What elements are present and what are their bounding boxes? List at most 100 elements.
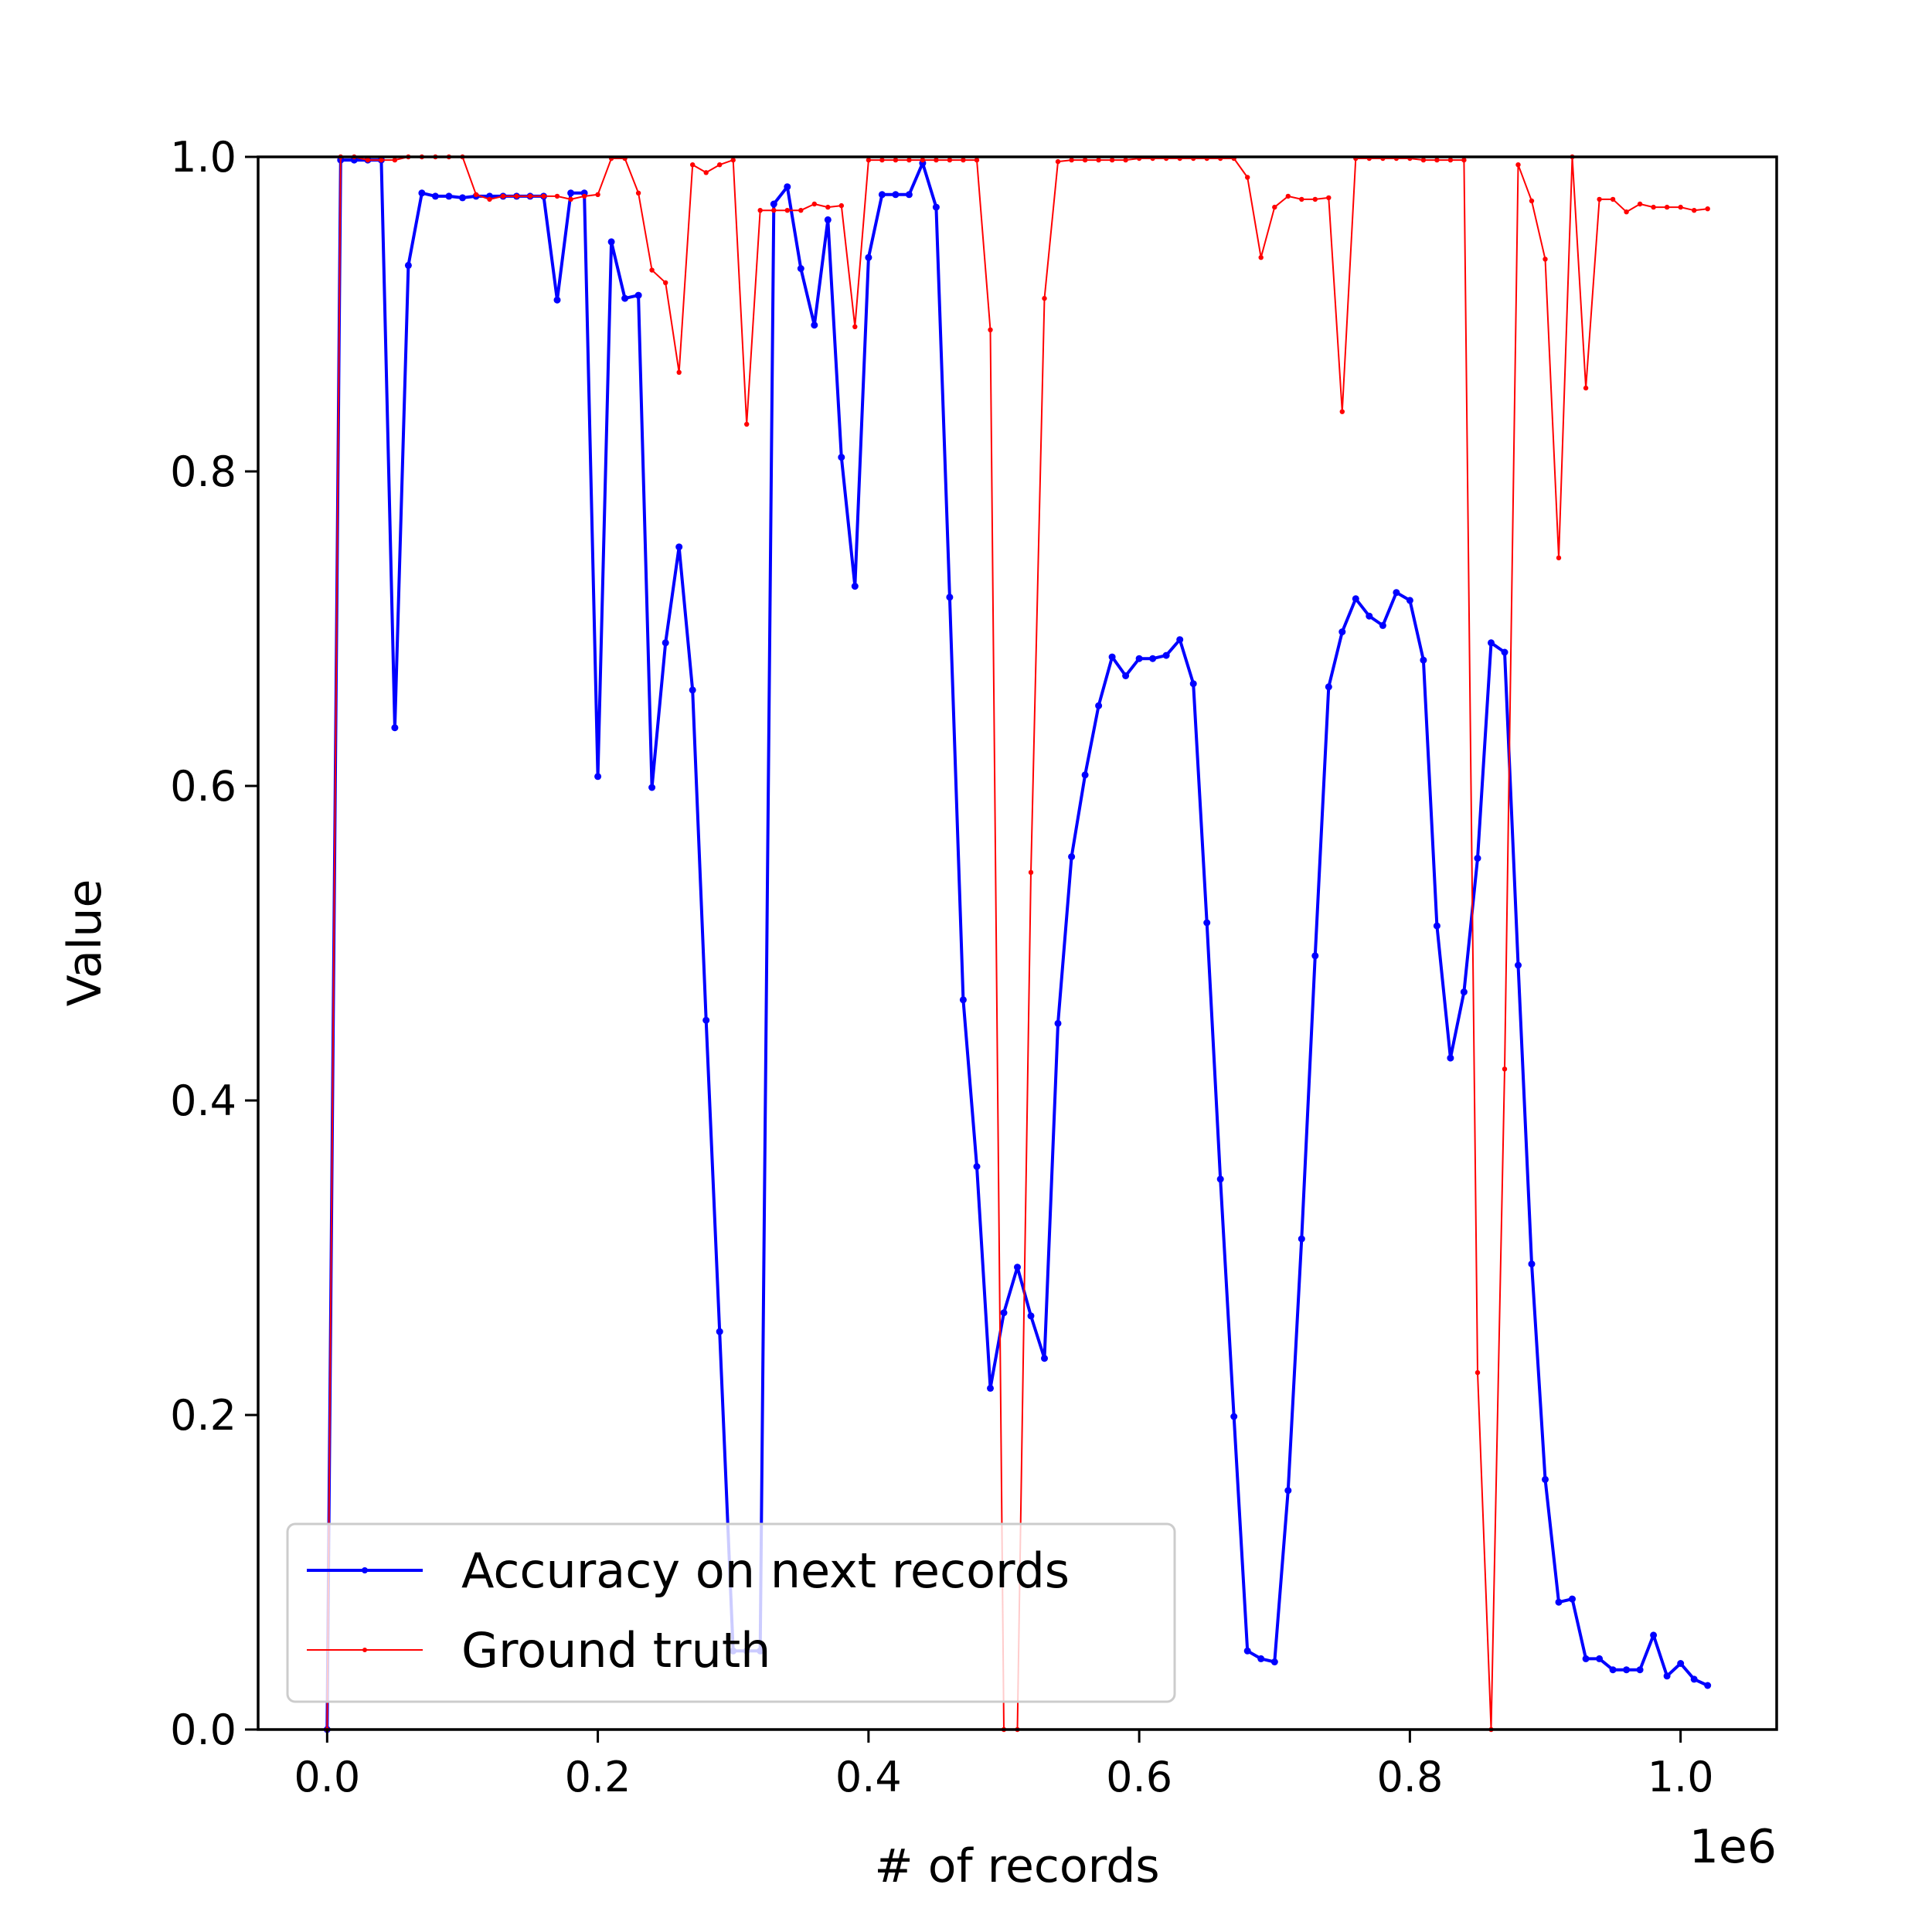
- data-point: [892, 191, 900, 199]
- data-point: [690, 162, 696, 168]
- data-point: [1379, 621, 1386, 629]
- data-point: [676, 369, 682, 375]
- data-point: [797, 265, 804, 272]
- data-point: [487, 196, 492, 202]
- data-point: [1705, 206, 1710, 212]
- data-point: [1543, 257, 1548, 262]
- data-point: [1069, 157, 1074, 163]
- data-point: [635, 190, 641, 196]
- data-point: [1338, 628, 1346, 636]
- data-point: [879, 157, 885, 163]
- x-tick-label: 0.8: [1376, 1753, 1443, 1801]
- data-point: [1257, 1655, 1265, 1662]
- x-tick-label: 0.6: [1106, 1753, 1172, 1801]
- data-point: [1501, 648, 1509, 656]
- data-point: [1420, 656, 1427, 664]
- data-point: [1447, 1054, 1454, 1062]
- data-point: [1609, 1666, 1617, 1674]
- data-point: [431, 192, 439, 200]
- x-tick-label: 0.2: [565, 1753, 631, 1801]
- data-point: [811, 201, 818, 207]
- data-point: [1028, 869, 1034, 876]
- y-tick-label: 0.2: [170, 1391, 236, 1440]
- data-point: [1000, 1309, 1008, 1317]
- data-point: [404, 261, 412, 269]
- data-point: [717, 162, 723, 168]
- y-tick-label: 1.0: [170, 133, 236, 182]
- y-axis-label: Value: [58, 879, 112, 1007]
- data-point: [1270, 1658, 1278, 1665]
- data-point: [987, 1384, 994, 1392]
- data-point: [988, 327, 993, 332]
- data-point: [473, 192, 479, 197]
- data-point: [851, 583, 859, 590]
- data-point: [798, 208, 804, 213]
- data-point: [567, 189, 575, 197]
- data-point: [514, 193, 519, 199]
- data-point: [1637, 201, 1643, 207]
- data-point: [852, 324, 858, 329]
- data-point: [1325, 683, 1332, 691]
- data-point: [581, 193, 587, 199]
- data-point: [1664, 204, 1670, 210]
- data-point: [973, 1163, 981, 1170]
- data-point: [959, 996, 967, 1004]
- data-point: [947, 157, 953, 163]
- data-point: [1339, 409, 1345, 414]
- data-point: [1542, 1475, 1549, 1483]
- legend-marker-ground-truth: [362, 1648, 367, 1652]
- x-axis: 0.0 0.2 0.4 0.6 0.8 1.0: [294, 1730, 1714, 1801]
- data-point: [1311, 952, 1319, 960]
- data-point: [1420, 157, 1427, 163]
- data-point: [1475, 1369, 1481, 1376]
- data-point: [878, 191, 886, 199]
- data-point: [1149, 655, 1157, 662]
- data-point: [1299, 196, 1304, 202]
- data-point: [1162, 651, 1170, 659]
- data-point: [500, 193, 506, 199]
- data-point: [1245, 175, 1250, 180]
- data-point: [1692, 208, 1697, 213]
- data-point: [1461, 157, 1467, 163]
- data-point: [1434, 157, 1440, 163]
- data-point: [1352, 595, 1359, 603]
- x-axis-offset-label: 1e6: [1689, 1820, 1777, 1874]
- data-point: [1081, 771, 1089, 779]
- data-point: [946, 594, 954, 601]
- data-point: [1488, 639, 1495, 647]
- data-point: [1243, 1647, 1251, 1655]
- data-point: [906, 157, 912, 163]
- legend-marker-accuracy: [362, 1567, 368, 1573]
- data-point: [934, 157, 939, 163]
- data-point: [1678, 204, 1683, 210]
- data-point: [1041, 1355, 1048, 1362]
- data-point: [1690, 1675, 1698, 1683]
- data-point: [607, 238, 615, 246]
- data-point: [1555, 1598, 1563, 1606]
- data-point: [365, 157, 371, 163]
- data-point: [445, 192, 453, 200]
- data-point: [1556, 555, 1562, 561]
- data-point: [527, 193, 533, 199]
- data-point: [1027, 1312, 1035, 1320]
- data-point: [1203, 919, 1211, 927]
- data-point: [1582, 1655, 1590, 1662]
- data-point: [1042, 295, 1047, 301]
- data-point: [825, 204, 831, 210]
- x-tick-label: 0.4: [835, 1753, 902, 1801]
- data-point: [1474, 855, 1481, 862]
- data-point: [824, 216, 832, 223]
- data-point: [703, 170, 709, 175]
- data-point: [1014, 1264, 1021, 1271]
- data-point: [771, 208, 777, 213]
- data-point: [1583, 385, 1589, 391]
- data-point: [1258, 255, 1264, 260]
- data-point: [784, 208, 790, 213]
- data-point: [1095, 702, 1103, 709]
- data-point: [1312, 196, 1318, 202]
- legend-label-ground-truth: Ground truth: [461, 1622, 770, 1679]
- data-point: [1326, 195, 1332, 201]
- data-point: [905, 191, 913, 199]
- data-point: [459, 194, 466, 202]
- data-point: [744, 421, 750, 427]
